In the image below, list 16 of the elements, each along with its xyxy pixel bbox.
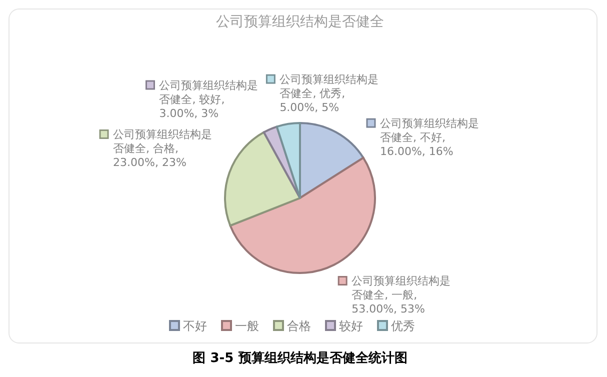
pie-slice xyxy=(229,156,376,274)
pie-slice xyxy=(224,131,301,227)
caption: 图 3-5 预算组织结构是否健全统计图 xyxy=(192,350,408,366)
chart-title: 公司预算组织结构是否健全 xyxy=(216,14,384,30)
data-label: 公司预算组织结构是否健全, 优秀, 5.00%, 5% xyxy=(280,73,379,114)
legend-label: 较好 xyxy=(339,319,363,333)
legend-label: 优秀 xyxy=(391,319,415,333)
pie-slice xyxy=(276,122,301,199)
legend-label: 一般 xyxy=(235,319,259,333)
data-label: 公司预算组织结构是否健全, 合格, 23.00%, 23% xyxy=(113,128,212,170)
legend-label: 不好 xyxy=(183,319,207,333)
data-label: 公司预算组织结构是否健全, 一般, 53.00%, 53% xyxy=(352,274,451,316)
legend-label: 合格 xyxy=(287,319,311,333)
data-label: 公司预算组织结构是否健全, 不好, 16.00%, 16% xyxy=(380,117,479,158)
pie-slice xyxy=(299,122,364,199)
data-label: 公司预算组织结构是否健全, 较好, 3.00%, 3% xyxy=(159,78,258,120)
